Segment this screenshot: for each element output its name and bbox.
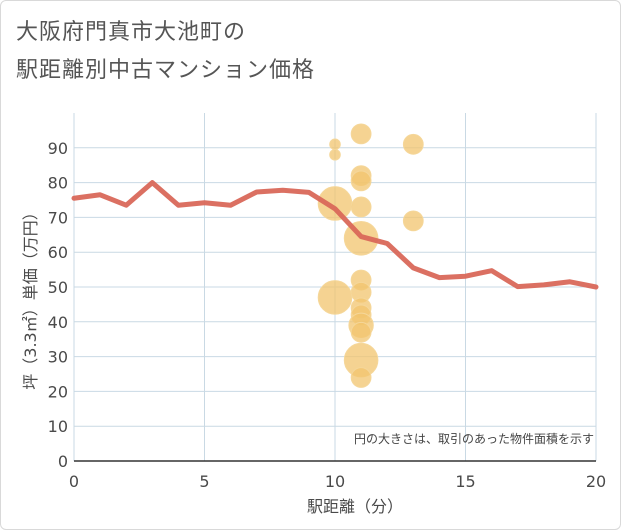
y-tick-label: 0 [58,452,68,471]
tick-labels: 0 5 10 15 20 0 10 20 30 40 50 60 70 80 90 [48,139,607,491]
x-tick-label: 10 [325,472,345,491]
x-tick-label: 15 [455,472,475,491]
y-tick-label: 20 [48,382,68,401]
bubble-point [329,138,341,151]
average-price-line [71,180,599,290]
chart-title-line2: 駅距離別中古マンション価格 [16,58,316,83]
x-axis-label: 駅距離（分） [307,497,403,516]
bubble-size-note: 円の大きさは、取引のあった物件面積を示す [354,431,594,446]
y-axis-label: 坪（3.3㎡）単価（万円） [21,204,40,389]
x-tick-label: 20 [586,472,606,491]
bubble-point [402,210,424,232]
y-tick-label: 50 [48,278,68,297]
bubble-point [350,196,372,218]
chart-title-line1: 大阪府門真市大池町の [16,20,247,45]
y-tick-label: 80 [48,174,68,193]
y-tick-label: 70 [48,208,68,227]
y-tick-label: 10 [48,417,68,436]
bubble-point [350,321,372,343]
y-tick-label: 30 [48,348,68,367]
y-tick-label: 90 [48,139,68,158]
bubble-series [317,123,424,388]
bubble-point [350,367,372,388]
bubble-point [317,280,353,315]
y-tick-label: 60 [48,243,68,262]
bubble-point [350,170,372,192]
bubble-point [350,123,372,145]
bubble-point [402,133,424,155]
average-line-series [71,180,599,290]
bubble-point [329,148,341,161]
y-tick-label: 40 [48,313,68,332]
x-tick-label: 0 [69,472,79,491]
x-tick-label: 5 [199,472,209,491]
